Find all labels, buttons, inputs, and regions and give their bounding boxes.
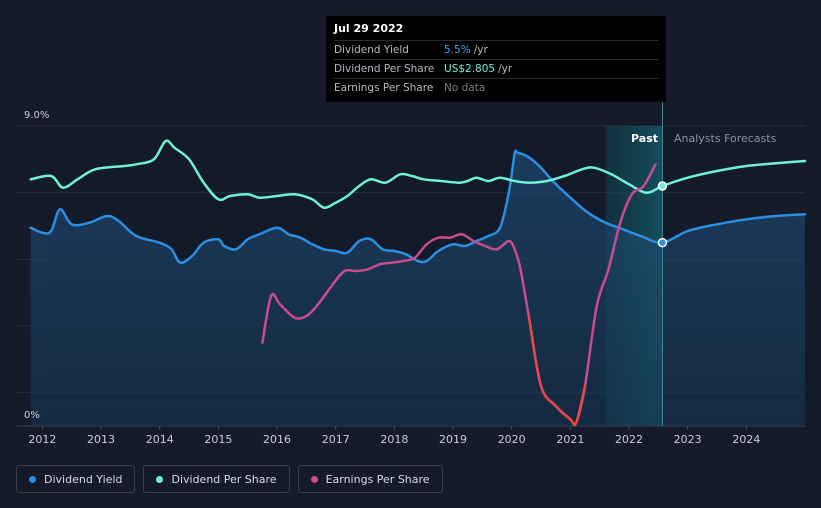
tooltip-row-earnings-per-share: Earnings Per Share No data: [334, 78, 658, 97]
legend-label: Dividend Per Share: [171, 472, 277, 486]
tooltip-label: Earnings Per Share: [334, 82, 434, 94]
x-tick-label: 2017: [322, 433, 350, 446]
dividend-per-share-today-marker: [657, 181, 668, 191]
legend-dot-icon: [29, 475, 36, 483]
tooltip-date: Jul 29 2022: [334, 22, 404, 35]
tooltip-value: US$2.805: [444, 63, 496, 75]
tooltip-row-dividend-per-share: Dividend Per Share US$2.805 /yr: [334, 59, 658, 78]
analysts-forecasts-label: Analysts Forecasts: [674, 132, 777, 145]
y-axis-min-label: 0%: [24, 410, 40, 421]
x-tick-label: 2018: [380, 433, 408, 446]
x-tick-label: 2024: [732, 433, 760, 446]
series-layer: [29, 139, 807, 427]
x-tick-label: 2016: [263, 433, 291, 446]
earnings-per-share-group: [261, 163, 657, 427]
dividend-yield-today-marker: [657, 237, 668, 248]
x-tick-label: 2020: [498, 433, 526, 446]
dividend-yield-area: [30, 150, 805, 426]
earnings-per-share-line: [261, 163, 657, 427]
tooltip-label: Dividend Yield: [334, 44, 409, 56]
y-axis-max-label: 9.0%: [24, 110, 49, 121]
legend: Dividend Yield Dividend Per Share Earnin…: [16, 465, 443, 493]
x-tick-label: 2015: [204, 433, 232, 446]
x-tick-label: 2022: [615, 433, 643, 446]
legend-dividend-per-share[interactable]: Dividend Per Share: [143, 465, 290, 493]
tooltip-unit: /yr: [473, 44, 488, 56]
x-tick-label: 2014: [146, 433, 174, 446]
legend-dot-icon: [310, 475, 318, 483]
x-tick-label: 2013: [87, 433, 115, 446]
tooltip: Jul 29 2022 Dividend Yield 5.5% /yr Divi…: [326, 16, 666, 102]
legend-earnings-per-share[interactable]: Earnings Per Share: [297, 465, 443, 493]
tooltip-unit: /yr: [498, 63, 513, 75]
tooltip-row-dividend-yield: Dividend Yield 5.5% /yr: [334, 40, 658, 59]
x-tick-label: 2019: [439, 433, 467, 446]
legend-dividend-yield[interactable]: Dividend Yield: [16, 465, 136, 493]
tooltip-value: 5.5%: [444, 44, 471, 56]
x-tick-label: 2021: [556, 433, 584, 446]
dividend-yield-line: [29, 149, 807, 265]
legend-dot-icon: [156, 475, 164, 483]
x-tick-label: 2023: [674, 433, 702, 446]
marker-layer: [657, 181, 668, 248]
x-axis: 2012 2013 2014 2015 2016 2017 2018 2019 2020 2021…: [28, 426, 760, 446]
past-label: Past: [631, 132, 658, 145]
tooltip-value: No data: [444, 82, 486, 94]
legend-label: Earnings Per Share: [325, 472, 430, 486]
x-tick-label: 2012: [28, 433, 56, 446]
earnings-per-share-negative-segment: [528, 318, 587, 427]
legend-label: Dividend Yield: [44, 472, 123, 486]
dividend-per-share-line: [29, 139, 807, 209]
tooltip-label: Dividend Per Share: [334, 63, 435, 75]
